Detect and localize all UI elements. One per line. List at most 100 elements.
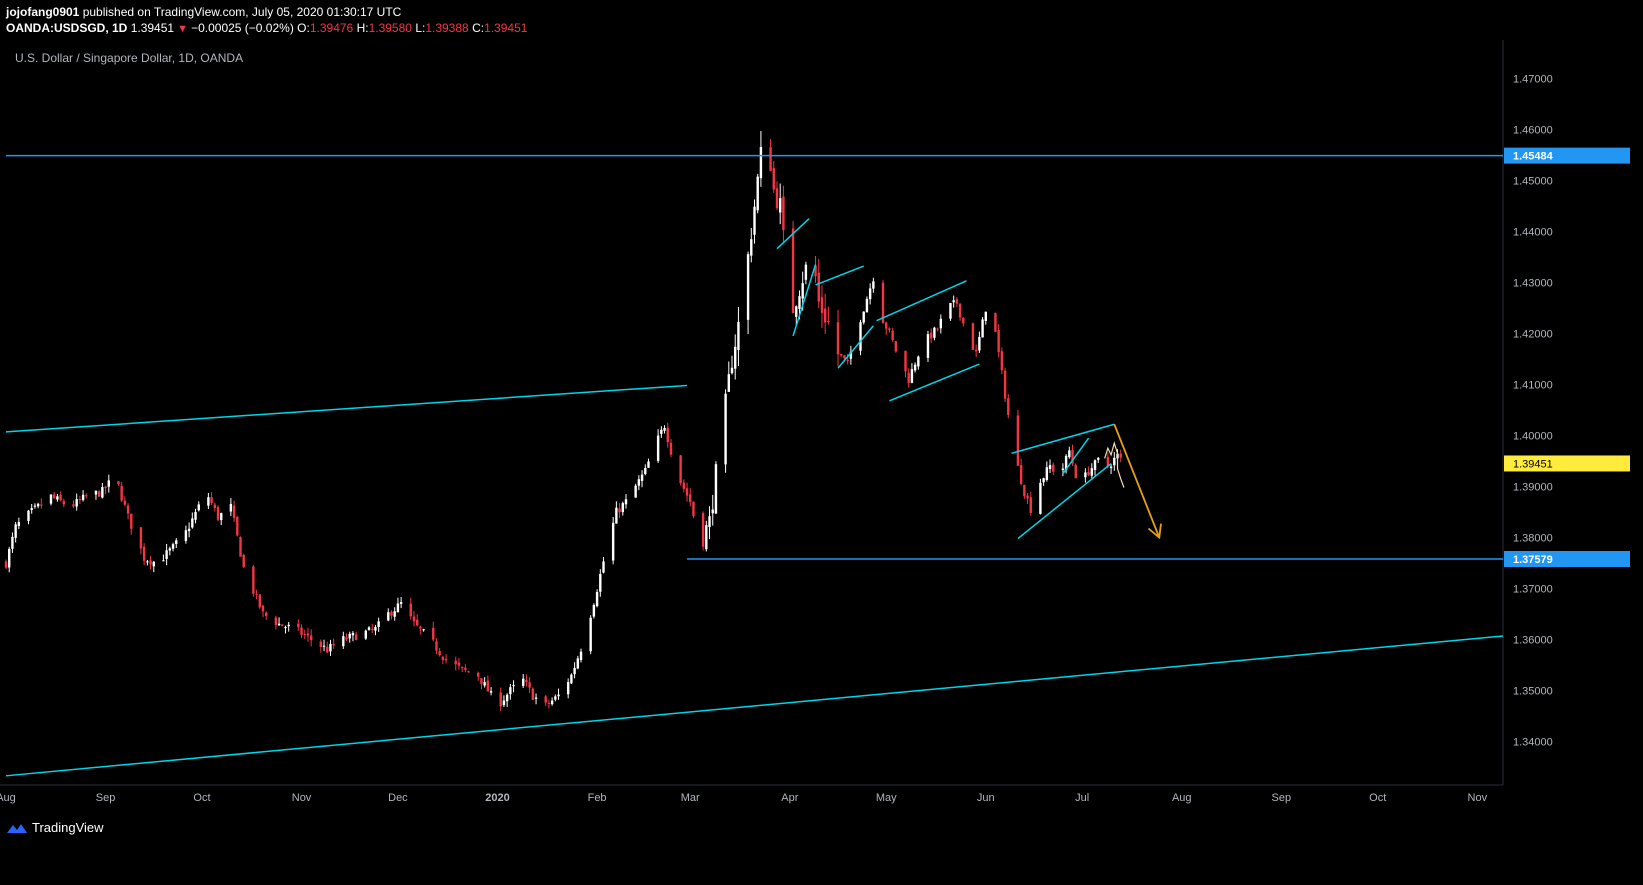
candle-body — [685, 488, 689, 496]
candle-body — [817, 272, 820, 302]
candle-body — [579, 651, 583, 661]
trendline — [5, 635, 1504, 777]
candle-body — [232, 505, 236, 518]
candle-body — [284, 627, 287, 629]
candle-body — [258, 594, 261, 608]
y-tick-label: 1.38000 — [1513, 533, 1553, 545]
high-value: 1.39580 — [368, 21, 412, 35]
level-price-badge — [1504, 550, 1630, 567]
candle-body — [377, 621, 380, 627]
candle-body — [364, 630, 367, 639]
price-chart[interactable]: 1.34000 1.35000 1.36000 1.37000 1.38000 1.390… — [0, 40, 1643, 812]
candle-body — [801, 283, 804, 299]
candle-body — [958, 303, 962, 318]
candle-body — [101, 487, 104, 498]
candle-body — [1039, 482, 1042, 514]
y-tick-label: 1.36000 — [1513, 635, 1553, 647]
trendline — [876, 280, 967, 322]
candle-body — [769, 147, 772, 171]
open-value: 1.39476 — [309, 21, 354, 35]
tradingview-logo[interactable]: TradingView — [6, 820, 104, 835]
candle-body — [534, 697, 538, 699]
last-price-value: 1.39451 — [130, 21, 175, 35]
candle-body — [939, 318, 943, 329]
low-value: 1.39388 — [425, 21, 469, 35]
published-text: published on TradingView.com, July 05, 2… — [82, 5, 402, 19]
candle-body — [17, 522, 21, 527]
candle-body — [872, 281, 875, 289]
brand-name: TradingView — [32, 820, 104, 835]
candle-body — [281, 624, 284, 627]
candle-body — [297, 623, 300, 628]
candle-body — [168, 548, 172, 551]
candle-body — [207, 497, 210, 506]
candle-body — [477, 672, 480, 677]
candle-body — [467, 671, 470, 673]
candle-body — [846, 360, 849, 362]
candle-body — [865, 298, 869, 313]
candle-body — [367, 627, 371, 630]
candle-body — [936, 328, 939, 330]
candle-body — [1068, 450, 1071, 458]
candle-body — [390, 611, 393, 616]
y-tick-label: 1.42000 — [1513, 328, 1553, 340]
candle-body — [502, 700, 506, 706]
candle-body — [791, 228, 795, 314]
candle-body — [120, 485, 123, 501]
candle-body — [634, 485, 637, 498]
candle-body — [888, 328, 891, 330]
candle-body — [512, 685, 515, 687]
candle-body — [1093, 460, 1097, 470]
candle-body — [772, 168, 775, 190]
candle-body — [319, 641, 323, 648]
y-tick-label: 1.44000 — [1513, 226, 1553, 238]
candle-body — [666, 427, 669, 443]
candle-body — [255, 594, 258, 596]
y-tick-label: 1.46000 — [1513, 124, 1553, 136]
publication-header: jojofang0901 published on TradingView.co… — [0, 0, 1643, 40]
candle-body — [544, 696, 547, 703]
candle-body — [827, 321, 830, 323]
candle-body — [849, 351, 853, 359]
trendline — [1017, 462, 1112, 540]
y-tick-label: 1.47000 — [1513, 73, 1553, 85]
candle-body — [1113, 457, 1116, 466]
candle-body — [682, 482, 686, 489]
candle-body — [27, 510, 30, 521]
trendline — [815, 265, 864, 286]
candle-body — [663, 428, 666, 431]
candle-body — [460, 666, 464, 668]
candle-body — [239, 536, 242, 557]
candle-body — [962, 317, 965, 324]
candle-body — [252, 566, 255, 594]
trendline — [1011, 423, 1115, 455]
candle-body — [210, 497, 213, 503]
candle-body — [399, 602, 403, 604]
candle-body — [637, 479, 641, 486]
candle-body — [1016, 415, 1020, 466]
y-tick-label: 1.45000 — [1513, 175, 1553, 187]
candle-body — [483, 682, 486, 686]
candle-body — [917, 356, 920, 367]
x-tick-label: Mar — [681, 792, 700, 804]
y-tick-label: 1.40000 — [1513, 430, 1553, 442]
candle-body — [197, 504, 200, 511]
symbol-label: OANDA:USDSGD, 1D — [6, 21, 128, 35]
candle-body — [486, 680, 490, 692]
x-tick-label: Sep — [1272, 792, 1292, 804]
candle-body — [576, 658, 580, 669]
candle-body — [746, 254, 750, 320]
publisher-line: jojofang0901 published on TradingView.co… — [6, 5, 401, 20]
candle-body — [926, 334, 930, 358]
candle-body — [933, 327, 936, 338]
author-name[interactable]: jojofang0901 — [6, 5, 80, 19]
candle-body — [489, 691, 493, 693]
close-label: C: — [472, 21, 485, 35]
candle-body — [149, 560, 152, 565]
chart-area[interactable]: 1.34000 1.35000 1.36000 1.37000 1.38000 1.390… — [0, 40, 1643, 812]
candle-body — [859, 322, 862, 351]
x-tick-label: Nov — [1468, 792, 1488, 804]
candle-body — [59, 494, 62, 501]
candle-body — [287, 624, 290, 627]
x-tick-label: Jun — [977, 792, 995, 804]
